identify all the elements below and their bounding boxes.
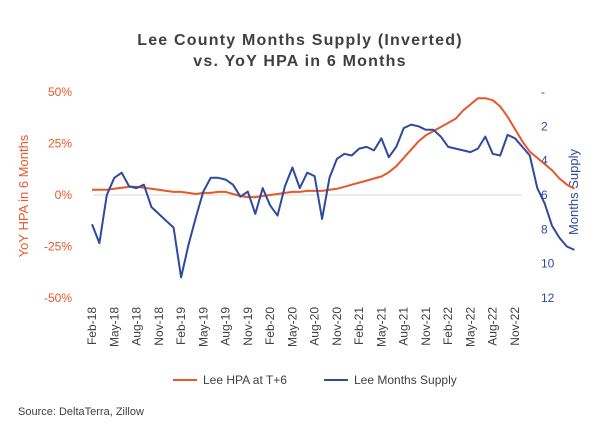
chart-title-line-1: Lee County Months Supply (Inverted) <box>137 32 463 49</box>
right-tick-label: 2 <box>541 119 548 133</box>
x-tick-label: Feb-20 <box>263 307 277 345</box>
x-tick-label: Nov-22 <box>508 307 522 346</box>
legend-label-months-supply: Lee Months Supply <box>354 373 457 387</box>
x-tick-label: Feb-21 <box>352 307 366 345</box>
legend: Lee HPA at T+6 Lee Months Supply <box>173 373 457 387</box>
x-tick-label: Nov-20 <box>330 307 344 346</box>
x-tick-label: Nov-19 <box>241 307 255 346</box>
chart-title-line-2: vs. YoY HPA in 6 Months <box>193 53 406 70</box>
left-tick-label: -50% <box>44 291 72 305</box>
x-tick-label: Nov-18 <box>152 307 166 346</box>
left-tick-label: 25% <box>48 137 72 151</box>
x-tick-label: May-19 <box>196 307 210 347</box>
x-tick-label: Nov-21 <box>419 307 433 346</box>
x-tick-label: May-18 <box>107 307 121 347</box>
source-note: Source: DeltaTerra, Zillow <box>18 406 144 418</box>
x-tick-label: Aug-20 <box>308 307 322 346</box>
x-tick-label: Feb-22 <box>441 307 455 345</box>
x-tick-label: Feb-19 <box>174 307 188 345</box>
series-line-hpa <box>92 97 575 199</box>
right-tick-label: 10 <box>541 257 555 271</box>
legend-label-hpa: Lee HPA at T+6 <box>203 373 287 387</box>
left-tick-label: 0% <box>55 188 73 202</box>
right-axis-ticks: - 2 4 6 8 10 12 <box>541 85 555 305</box>
left-tick-label: -25% <box>44 240 72 254</box>
x-tick-label: Aug-18 <box>130 307 144 346</box>
chart-title: Lee County Months Supply (Inverted) vs. … <box>137 32 463 70</box>
x-tick-label: May-22 <box>463 307 477 347</box>
x-tick-label: May-20 <box>285 307 299 347</box>
right-tick-label: 6 <box>541 188 548 202</box>
right-tick-label: - <box>541 85 545 99</box>
x-tick-label: Feb-18 <box>85 307 99 345</box>
left-axis-ticks: 50% 25% 0% -25% -50% <box>44 85 72 305</box>
series-layer <box>91 97 575 279</box>
right-tick-label: 12 <box>541 291 555 305</box>
x-tick-label: Aug-21 <box>397 307 411 346</box>
series-line-months-supply <box>91 123 575 279</box>
left-axis-title: YoY HPA in 6 Months <box>16 134 31 257</box>
left-tick-label: 50% <box>48 85 72 99</box>
x-axis-ticks: Feb-18 May-18 Aug-18 Nov-18 Feb-19 May-19 Aug-… <box>85 307 522 347</box>
x-tick-label: May-21 <box>374 307 388 347</box>
right-axis-title: Months Supply <box>566 149 581 235</box>
right-tick-label: 4 <box>541 154 548 168</box>
right-tick-label: 8 <box>541 222 548 236</box>
x-tick-label: Aug-22 <box>486 307 500 346</box>
x-tick-label: Aug-19 <box>219 307 233 346</box>
